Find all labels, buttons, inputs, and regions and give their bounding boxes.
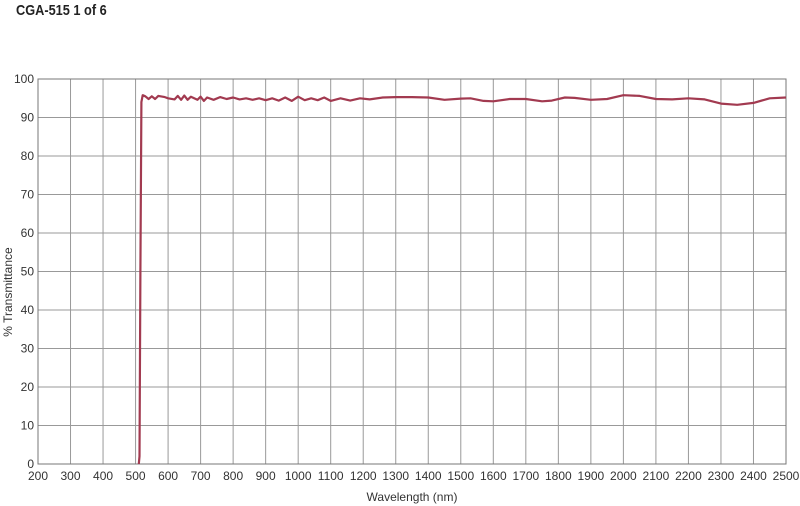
y-tick-label: 10	[21, 419, 35, 433]
grid	[37, 78, 787, 465]
x-tick-label: 500	[126, 469, 146, 483]
y-ticks: 0 10 20 30 40 50 60 70 80 90 100	[14, 72, 34, 471]
x-axis-label: Wavelength (nm)	[367, 490, 458, 504]
x-tick-label: 2400	[740, 469, 767, 483]
y-tick-label: 50	[21, 265, 35, 279]
y-tick-label: 60	[21, 226, 35, 240]
x-tick-label: 300	[61, 469, 81, 483]
y-tick-label: 20	[21, 380, 35, 394]
x-tick-label: 2300	[708, 469, 735, 483]
y-tick-label: 80	[21, 149, 35, 163]
y-tick-label: 30	[21, 342, 35, 356]
x-tick-label: 1500	[447, 469, 474, 483]
x-tick-label: 1900	[578, 469, 605, 483]
plot-frame	[37, 78, 787, 465]
x-tick-label: 1800	[545, 469, 572, 483]
x-tick-label: 1100	[318, 469, 344, 483]
x-tick-label: 2200	[675, 469, 702, 483]
x-tick-label: 900	[256, 469, 276, 483]
x-tick-label: 2100	[643, 469, 670, 483]
x-tick-label: 2500	[773, 469, 800, 483]
x-tick-label: 2000	[610, 469, 637, 483]
y-tick-label: 70	[21, 188, 35, 202]
y-tick-label: 90	[21, 111, 35, 125]
y-tick-label: 40	[21, 303, 35, 317]
x-tick-label: 200	[28, 469, 48, 483]
y-tick-label: 0	[27, 457, 34, 471]
x-tick-label: 700	[191, 469, 211, 483]
chart-title: CGA-515 1 of 6	[16, 2, 107, 19]
x-tick-label: 1000	[285, 469, 312, 483]
x-ticks: 200 300 400 500 600 700 800 900 1000 1100 1200 1300…	[28, 469, 800, 483]
y-tick-label: 100	[14, 72, 34, 86]
x-tick-label: 1300	[382, 469, 409, 483]
series-line	[137, 94, 787, 465]
x-tick-label: 1600	[480, 469, 507, 483]
x-tick-label: 1200	[350, 469, 377, 483]
x-tick-label: 400	[93, 469, 113, 483]
x-tick-label: 1700	[512, 469, 539, 483]
x-tick-label: 600	[158, 469, 178, 483]
y-axis-label: % Transmittance	[1, 247, 15, 337]
x-tick-label: 800	[223, 469, 243, 483]
x-tick-label: 1400	[415, 469, 442, 483]
